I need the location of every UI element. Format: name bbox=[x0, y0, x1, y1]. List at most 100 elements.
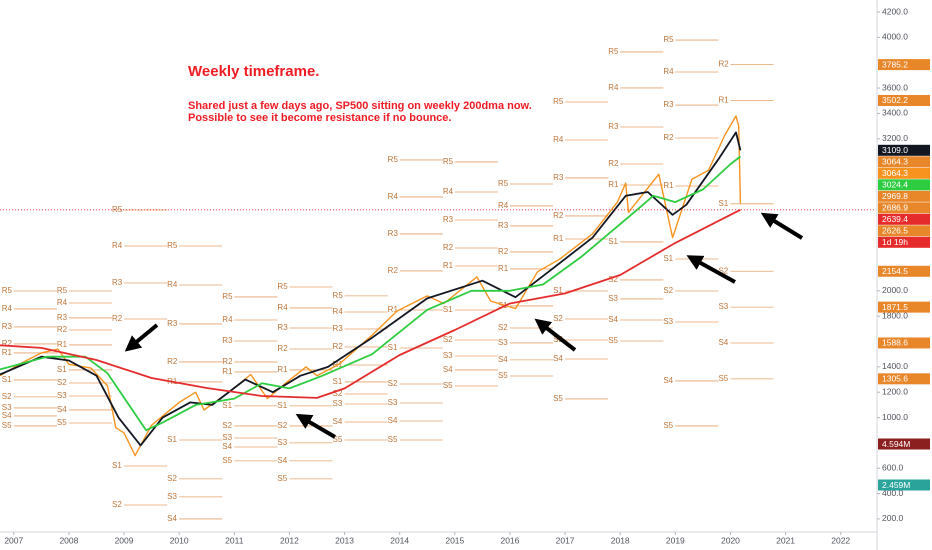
volume-tag bbox=[878, 438, 930, 450]
pivot-label: R4 bbox=[112, 241, 123, 250]
x-tick-label: 2007 bbox=[4, 535, 23, 545]
pivot-label: R2 bbox=[443, 243, 454, 252]
pivot-label: R5 bbox=[608, 47, 619, 56]
pivot-label: S5 bbox=[718, 374, 728, 383]
price-tag bbox=[878, 167, 930, 179]
price-tag bbox=[878, 236, 930, 248]
pivot-label: R4 bbox=[222, 315, 233, 324]
x-tick-label: 2017 bbox=[556, 535, 575, 545]
pivot-label: R5 bbox=[57, 286, 68, 295]
pivot-label: R2 bbox=[718, 60, 729, 69]
pivot-label: S1 bbox=[112, 461, 122, 470]
series-line bbox=[0, 155, 741, 432]
price-tag bbox=[878, 301, 930, 313]
pivot-label: S3 bbox=[222, 433, 232, 442]
pivot-label: R5 bbox=[333, 291, 344, 300]
price-tag-label: 2686.9 bbox=[882, 203, 908, 213]
pivot-label: R4 bbox=[333, 307, 344, 316]
pivot-label: R2 bbox=[388, 266, 399, 275]
arrow bbox=[534, 318, 577, 352]
arrow bbox=[124, 323, 159, 352]
y-tick-label: 4000.0 bbox=[882, 32, 908, 42]
price-tag bbox=[878, 225, 930, 237]
pivot-label: R3 bbox=[222, 336, 233, 345]
pivot-label: S4 bbox=[608, 315, 618, 324]
pivot-label: S2 bbox=[222, 421, 232, 430]
pivot-label: S3 bbox=[498, 338, 508, 347]
pivot-label: S2 bbox=[167, 474, 177, 483]
price-tag bbox=[878, 156, 930, 168]
pivot-label: R2 bbox=[277, 344, 288, 353]
pivot-label: S3 bbox=[443, 351, 453, 360]
pivot-label: R4 bbox=[498, 201, 509, 210]
y-tick-label: 1400.0 bbox=[882, 361, 908, 371]
series-line bbox=[0, 208, 741, 399]
pivot-label: S3 bbox=[277, 438, 287, 447]
pivot-label: R2 bbox=[112, 314, 123, 323]
pivot-label: S4 bbox=[388, 416, 398, 425]
series-line bbox=[0, 131, 742, 447]
pivot-label: R3 bbox=[333, 324, 344, 333]
price-tag-label: 3502.2 bbox=[882, 95, 908, 105]
pivot-label: S3 bbox=[333, 399, 343, 408]
price-tag bbox=[878, 144, 930, 156]
pivot-label: R1 bbox=[222, 367, 233, 376]
x-tick-label: 2011 bbox=[225, 535, 244, 545]
pivot-label: S3 bbox=[57, 391, 67, 400]
pivot-label: S2 bbox=[498, 323, 508, 332]
arrows bbox=[124, 212, 804, 439]
pivot-label: R2 bbox=[222, 357, 233, 366]
pivot-label: R4 bbox=[57, 298, 68, 307]
series-line bbox=[0, 115, 742, 457]
y-tick-label: 1200.0 bbox=[882, 386, 908, 396]
price-tag-label: 2626.5 bbox=[882, 226, 908, 236]
price-tag bbox=[878, 373, 930, 385]
price-tag bbox=[878, 213, 930, 225]
pivot-label: S1 bbox=[388, 343, 398, 352]
pivot-label: S1 bbox=[608, 237, 618, 246]
x-tick-label: 2015 bbox=[445, 535, 464, 545]
pivot-label: R4 bbox=[663, 67, 674, 76]
pivot-label: R5 bbox=[388, 155, 399, 164]
pivot-label: S2 bbox=[663, 286, 673, 295]
pivot-label: S4 bbox=[443, 365, 453, 374]
pivot-label: R3 bbox=[167, 319, 178, 328]
pivot-label: S5 bbox=[663, 421, 673, 430]
x-tick-label: 2012 bbox=[280, 535, 299, 545]
pivot-label: S3 bbox=[663, 317, 673, 326]
x-tick-label: 2021 bbox=[776, 535, 795, 545]
pivot-label: S3 bbox=[608, 294, 618, 303]
y-tick-label: 400.0 bbox=[882, 488, 904, 498]
pivot-label: R1 bbox=[443, 261, 454, 270]
pivot-label: S3 bbox=[553, 335, 563, 344]
y-tick-label: 2000.0 bbox=[882, 285, 908, 295]
pivot-label: R4 bbox=[2, 304, 13, 313]
pivot-label: S3 bbox=[2, 403, 12, 412]
pivot-label: R1 bbox=[2, 348, 13, 357]
pivot-label: S2 bbox=[718, 266, 728, 275]
pivot-label: S4 bbox=[663, 376, 673, 385]
pivot-label: R3 bbox=[443, 215, 454, 224]
pivot-label: S2 bbox=[333, 389, 343, 398]
price-tag bbox=[878, 202, 930, 214]
pivot-label: S2 bbox=[2, 392, 12, 401]
pivot-label: S4 bbox=[222, 442, 232, 451]
x-tick-label: 2020 bbox=[721, 535, 740, 545]
x-tick-label: 2022 bbox=[831, 535, 850, 545]
pivot-label: R1 bbox=[57, 340, 68, 349]
pivot-label: S4 bbox=[167, 514, 177, 523]
annotation: Possible to see it become resistance if … bbox=[188, 112, 451, 124]
volume-tag-label: 4.594M bbox=[882, 439, 910, 449]
pivot-label: R2 bbox=[553, 211, 564, 220]
pivot-label: R5 bbox=[277, 282, 288, 291]
price-tag bbox=[878, 179, 930, 191]
price-tag-label: 2639.4 bbox=[882, 214, 908, 224]
pivot-label: R3 bbox=[608, 122, 619, 131]
pivot-label: S1 bbox=[222, 401, 232, 410]
x-tick-label: 2008 bbox=[59, 535, 78, 545]
price-tag-label: 1871.5 bbox=[882, 302, 908, 312]
price-tag bbox=[878, 59, 930, 71]
x-tick-label: 2016 bbox=[500, 535, 519, 545]
price-tag bbox=[878, 190, 930, 202]
